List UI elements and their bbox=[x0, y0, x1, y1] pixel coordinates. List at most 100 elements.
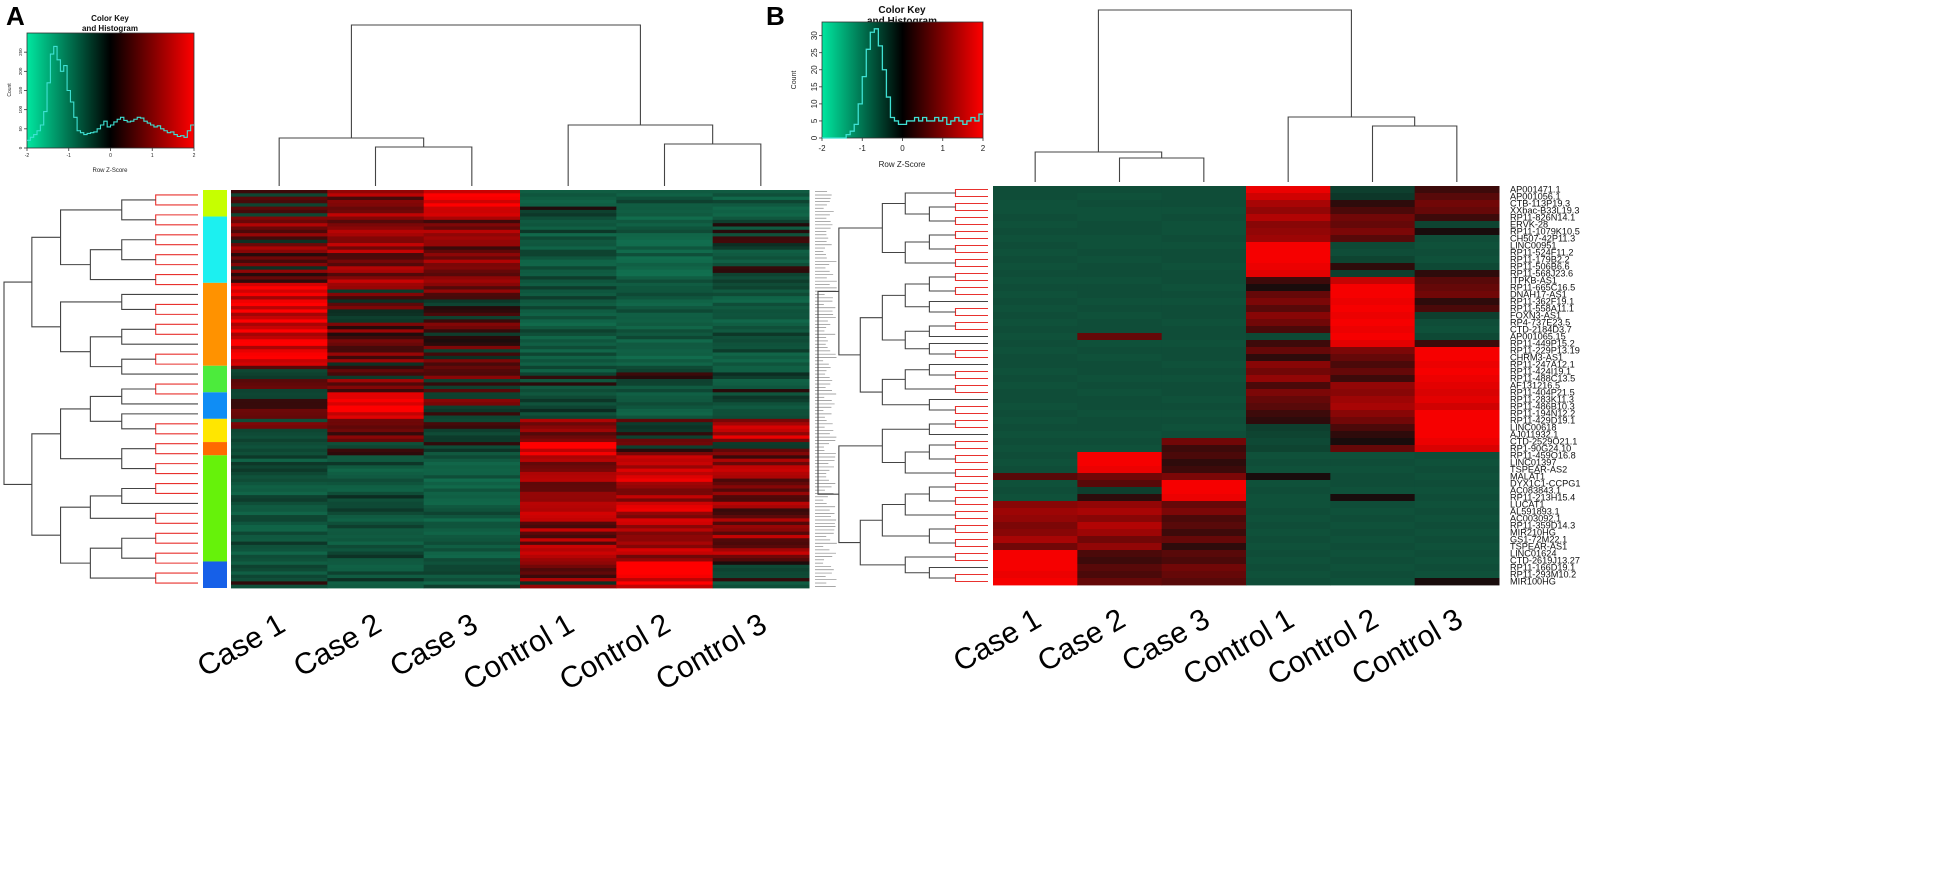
heatmap-cell bbox=[520, 571, 617, 576]
heatmap-cell bbox=[1246, 536, 1331, 544]
row-dendrogram-branch bbox=[121, 239, 156, 261]
heatmap-cell bbox=[520, 551, 617, 556]
heatmap-cell bbox=[1161, 389, 1247, 397]
heatmap-cell bbox=[712, 574, 810, 579]
heatmap-cell bbox=[1077, 417, 1163, 425]
heatmap-cell bbox=[231, 438, 328, 443]
heatmap-cell bbox=[712, 455, 810, 460]
heatmap-cell bbox=[1246, 361, 1331, 369]
heatmap-cell bbox=[993, 557, 1078, 565]
heatmap-cell bbox=[423, 213, 521, 217]
group-color-band bbox=[203, 561, 227, 588]
heatmap-cell bbox=[327, 282, 425, 287]
heatmap-cell bbox=[327, 349, 425, 353]
heatmap-cell bbox=[423, 528, 521, 533]
heatmap-cell bbox=[327, 415, 425, 420]
heatmap-cell bbox=[993, 319, 1078, 327]
heatmap-cell bbox=[423, 365, 521, 370]
heatmap-cell bbox=[616, 335, 714, 340]
key-histogram bbox=[27, 45, 194, 141]
heatmap-cell bbox=[1077, 389, 1163, 397]
gene-label: RP11-429D19.1 bbox=[1510, 416, 1575, 426]
heatmap-cell bbox=[616, 229, 714, 234]
heatmap-cell bbox=[1077, 494, 1163, 502]
heatmap-cell bbox=[520, 203, 617, 207]
gene-label: MALAT1 bbox=[1510, 472, 1545, 482]
row-dendrogram-branch bbox=[904, 192, 956, 215]
heatmap-cell bbox=[327, 425, 425, 430]
panel-a-key-body: -2 -1 0 1 2 0 50 100 150 200 250 bbox=[18, 32, 196, 159]
column-dendrogram-branch bbox=[1034, 151, 1163, 182]
heatmap-cell bbox=[231, 352, 328, 357]
heatmap-cell bbox=[1161, 263, 1247, 271]
heatmap-cell bbox=[1246, 256, 1331, 264]
heatmap-cell bbox=[423, 452, 521, 456]
row-dendrogram-branch bbox=[954, 286, 988, 296]
heatmap-cell bbox=[1077, 235, 1163, 243]
heatmap-cell bbox=[231, 445, 328, 450]
heatmap-cell bbox=[327, 379, 425, 383]
heatmap-cell bbox=[520, 435, 617, 440]
heatmap-cell bbox=[1161, 564, 1247, 572]
heatmap-cell bbox=[616, 329, 714, 334]
heatmap-cell bbox=[423, 518, 521, 523]
heatmap-cell bbox=[1330, 543, 1416, 551]
heatmap-cell bbox=[231, 541, 328, 546]
heatmap-cell bbox=[423, 498, 521, 503]
heatmap-cell bbox=[712, 425, 810, 430]
heatmap-cell bbox=[616, 365, 714, 370]
row-dendrogram-branch bbox=[928, 342, 988, 355]
heatmap-cell bbox=[712, 389, 810, 393]
heatmap-cell bbox=[993, 578, 1078, 586]
heatmap-cell bbox=[327, 372, 425, 377]
heatmap-cell bbox=[1161, 494, 1247, 502]
heatmap-cell bbox=[616, 296, 714, 300]
row-dendrogram-branch bbox=[89, 395, 122, 422]
row-dendrogram-branch bbox=[928, 398, 988, 411]
heatmap-cell bbox=[231, 412, 328, 416]
heatmap-cell bbox=[616, 249, 714, 254]
heatmap-cell bbox=[1246, 578, 1331, 586]
heatmap-cell bbox=[520, 299, 617, 304]
row-dendrogram-branch bbox=[954, 468, 988, 478]
heatmap-cell bbox=[1246, 508, 1331, 516]
heatmap-cell bbox=[423, 515, 521, 519]
heatmap-cell bbox=[327, 279, 425, 284]
heatmap-cell bbox=[423, 259, 521, 264]
heatmap-cell bbox=[1161, 256, 1247, 264]
panel-a-heatmap bbox=[231, 190, 810, 589]
heatmap-cell bbox=[327, 206, 425, 211]
panel-b-key-ylabel: Count bbox=[791, 71, 798, 90]
heatmap-cell bbox=[616, 574, 714, 579]
heatmap-cell bbox=[327, 524, 425, 529]
heatmap-cell bbox=[1161, 571, 1247, 579]
heatmap-cell bbox=[423, 355, 521, 360]
heatmap-cell bbox=[231, 382, 328, 387]
gene-label: RP1-90G24.10 bbox=[1510, 444, 1571, 454]
row-dendrogram-branch bbox=[155, 194, 198, 206]
heatmap-cell bbox=[993, 466, 1078, 474]
key-y-tick-label: 250 bbox=[18, 48, 23, 56]
heatmap-cell bbox=[1161, 424, 1247, 432]
row-dendrogram-branch bbox=[954, 370, 988, 380]
heatmap-cell bbox=[327, 219, 425, 224]
heatmap-cell bbox=[231, 518, 328, 523]
heatmap-cell bbox=[231, 491, 328, 496]
heatmap-cell bbox=[327, 309, 425, 314]
heatmap-cell bbox=[712, 485, 810, 489]
heatmap-cell bbox=[423, 269, 521, 274]
heatmap-cell bbox=[1077, 515, 1163, 523]
heatmap-cell bbox=[712, 309, 810, 314]
heatmap-cell bbox=[1246, 340, 1331, 348]
heatmap-cell bbox=[993, 361, 1078, 369]
row-dendrogram-branch bbox=[155, 512, 198, 524]
heatmap-cell bbox=[616, 524, 714, 529]
heatmap-cell bbox=[616, 246, 714, 251]
heatmap-cell bbox=[423, 475, 521, 479]
heatmap-cell bbox=[231, 302, 328, 307]
heatmap-cell bbox=[423, 322, 521, 327]
heatmap-cell bbox=[1414, 214, 1500, 222]
heatmap-cell bbox=[423, 448, 521, 453]
heatmap-cell bbox=[231, 256, 328, 261]
heatmap-cell bbox=[993, 207, 1078, 215]
